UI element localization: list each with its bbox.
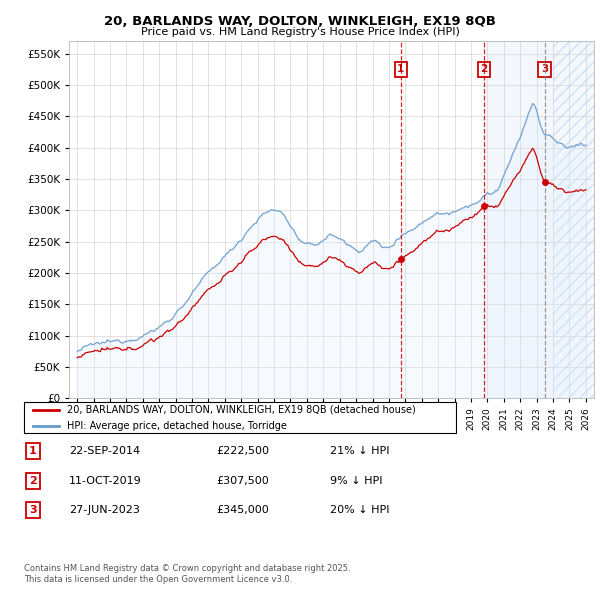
Text: 27-JUN-2023: 27-JUN-2023: [69, 506, 140, 515]
Text: Price paid vs. HM Land Registry's House Price Index (HPI): Price paid vs. HM Land Registry's House …: [140, 27, 460, 37]
Text: Contains HM Land Registry data © Crown copyright and database right 2025.: Contains HM Land Registry data © Crown c…: [24, 565, 350, 573]
Bar: [553, 41, 594, 398]
Text: 20% ↓ HPI: 20% ↓ HPI: [330, 506, 389, 515]
Text: 3: 3: [541, 64, 548, 74]
Text: £345,000: £345,000: [216, 506, 269, 515]
Text: HPI: Average price, detached house, Torridge: HPI: Average price, detached house, Torr…: [67, 421, 287, 431]
FancyBboxPatch shape: [24, 402, 455, 433]
Text: 2: 2: [29, 476, 37, 486]
Text: 20, BARLANDS WAY, DOLTON, WINKLEIGH, EX19 8QB: 20, BARLANDS WAY, DOLTON, WINKLEIGH, EX1…: [104, 15, 496, 28]
Text: 11-OCT-2019: 11-OCT-2019: [69, 476, 142, 486]
Text: £307,500: £307,500: [216, 476, 269, 486]
Text: 20, BARLANDS WAY, DOLTON, WINKLEIGH, EX19 8QB (detached house): 20, BARLANDS WAY, DOLTON, WINKLEIGH, EX1…: [67, 405, 416, 415]
Text: 3: 3: [29, 506, 37, 515]
Text: £222,500: £222,500: [216, 447, 269, 456]
Text: 1: 1: [29, 447, 37, 456]
Text: This data is licensed under the Open Government Licence v3.0.: This data is licensed under the Open Gov…: [24, 575, 292, 584]
Text: 21% ↓ HPI: 21% ↓ HPI: [330, 447, 389, 456]
Text: 22-SEP-2014: 22-SEP-2014: [69, 447, 140, 456]
Text: 9% ↓ HPI: 9% ↓ HPI: [330, 476, 383, 486]
Bar: [484, 41, 594, 398]
Text: 2: 2: [480, 64, 487, 74]
Text: 1: 1: [397, 64, 404, 74]
